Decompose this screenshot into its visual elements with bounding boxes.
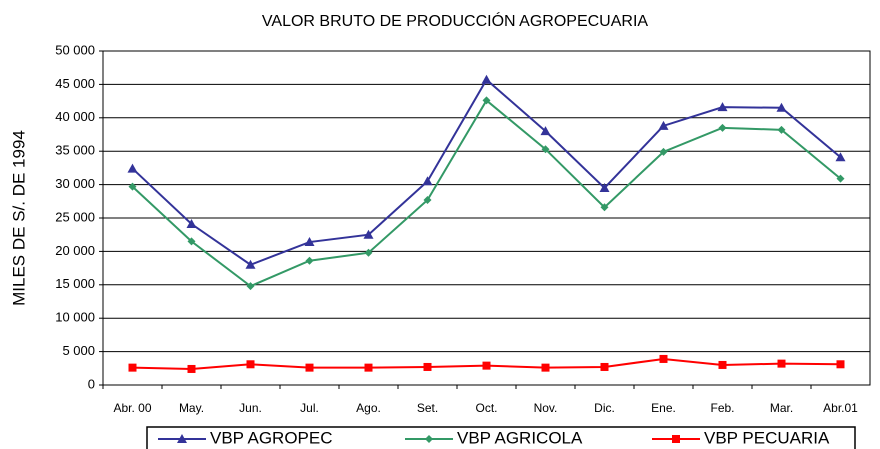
data-point: [128, 363, 137, 372]
y-tick-label: 50 000: [55, 42, 95, 57]
x-tick-label: Mar.: [770, 401, 793, 415]
data-point: [718, 360, 727, 369]
data-point: [422, 176, 433, 186]
x-tick-label: Ene.: [651, 401, 676, 415]
data-point: [482, 96, 491, 105]
legend-box: [146, 426, 856, 449]
y-axis-label: MILES DE S/. DE 1994: [9, 130, 28, 306]
x-tick-label: May.: [179, 401, 204, 415]
y-tick-label: 45 000: [55, 76, 95, 91]
data-point: [423, 195, 432, 204]
legend-label: VBP AGROPEC: [210, 428, 333, 447]
data-point: [423, 362, 432, 371]
x-tick-label: Abr.01: [823, 401, 858, 415]
legend-marker: [672, 435, 680, 443]
plot-area: [102, 50, 871, 386]
data-point: [186, 219, 197, 229]
x-tick-label: Dic.: [594, 401, 615, 415]
data-point: [777, 359, 786, 368]
data-point: [481, 74, 492, 84]
y-tick-label: 40 000: [55, 109, 95, 124]
data-point: [364, 248, 373, 257]
data-point: [187, 364, 196, 373]
data-point: [304, 237, 315, 247]
data-point: [187, 237, 196, 246]
data-point: [246, 282, 255, 291]
legend-label: VBP PECUARIA: [704, 428, 830, 447]
data-point: [246, 360, 255, 369]
data-point: [600, 362, 609, 371]
data-point: [305, 363, 314, 372]
data-point: [836, 174, 845, 183]
data-point: [776, 102, 787, 112]
data-point: [245, 259, 256, 269]
data-point: [541, 145, 550, 154]
data-point: [717, 102, 728, 112]
y-tick-label: 35 000: [55, 143, 95, 158]
data-point: [540, 126, 551, 136]
data-point: [364, 363, 373, 372]
x-tick-label: Nov.: [534, 401, 558, 415]
y-tick-label: 30 000: [55, 176, 95, 191]
data-point: [600, 203, 609, 212]
data-point: [658, 120, 669, 130]
data-point: [127, 163, 138, 173]
y-tick-label: 10 000: [55, 310, 95, 325]
data-point: [363, 229, 374, 239]
x-tick-label: Jul.: [300, 401, 319, 415]
data-point: [599, 182, 610, 192]
y-tick-label: 20 000: [55, 243, 95, 258]
data-point: [305, 256, 314, 265]
y-tick-label: 0: [88, 376, 95, 391]
legend-marker: [425, 435, 433, 443]
x-tick-label: Abr. 00: [113, 401, 151, 415]
data-point: [718, 123, 727, 132]
data-point: [835, 152, 846, 162]
data-point: [836, 360, 845, 369]
x-tick-label: Ago.: [356, 401, 381, 415]
x-tick-label: Feb.: [710, 401, 734, 415]
x-tick-label: Oct.: [475, 401, 497, 415]
data-point: [128, 182, 137, 191]
data-point: [659, 147, 668, 156]
data-point: [541, 363, 550, 372]
chart-title: VALOR BRUTO DE PRODUCCIÓN AGROPECUARIA: [262, 11, 648, 30]
x-tick-label: Set.: [417, 401, 438, 415]
data-point: [659, 354, 668, 363]
y-tick-label: 5 000: [62, 343, 95, 358]
series-line: [131, 98, 842, 288]
series-line: [131, 78, 842, 266]
data-point: [777, 125, 786, 134]
y-tick-label: 25 000: [55, 209, 95, 224]
legend-label: VBP AGRICOLA: [457, 428, 583, 447]
y-tick-label: 15 000: [55, 276, 95, 291]
legend-marker: [177, 434, 187, 443]
data-point: [482, 361, 491, 370]
x-tick-label: Jun.: [239, 401, 262, 415]
